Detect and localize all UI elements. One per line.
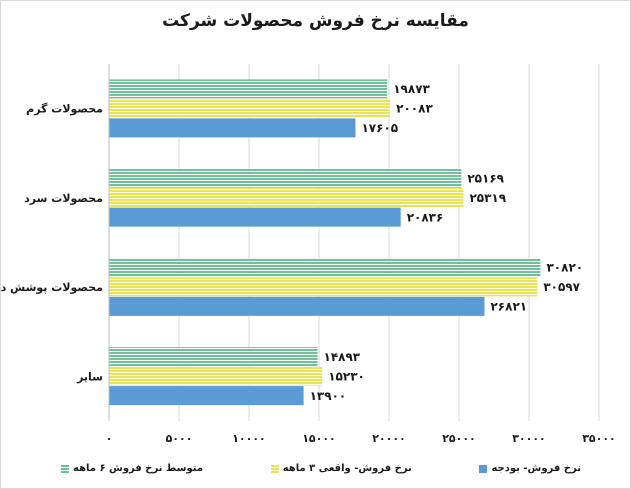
bar bbox=[109, 118, 356, 138]
bar bbox=[109, 98, 391, 118]
bar bbox=[109, 207, 401, 227]
data-label: ۱۵۲۳۰ bbox=[328, 369, 365, 383]
data-label: ۱۴۸۹۳ bbox=[324, 350, 361, 364]
bar bbox=[109, 347, 318, 367]
bars: ۱۹۸۷۳ ۲۰۰۸۳ ۱۷۶۰۵ ۲۵۱۶۹ ۲۵۳۱۹ ۲۰۸۳۶ ۳۰۸۲۰ ۳۰۵۹۷… bbox=[109, 79, 583, 406]
legend-swatch bbox=[479, 464, 488, 473]
bar bbox=[109, 386, 304, 406]
category-label: سایر bbox=[76, 370, 103, 383]
bar bbox=[109, 257, 541, 277]
bar bbox=[109, 168, 462, 188]
axes: ۰ ۵۰۰۰ ۱۰۰۰۰ ۱۵۰۰۰ ۲۰۰۰۰ ۲۵۰۰۰ ۳۰۰۰۰ ۳۵۰۰۰ محصول… bbox=[1, 64, 616, 445]
x-tick-label: ۱۵۰۰۰ bbox=[302, 432, 336, 445]
category-label: محصولات گرم bbox=[26, 103, 103, 116]
bar bbox=[109, 79, 388, 99]
bar bbox=[109, 296, 485, 316]
bar bbox=[109, 366, 323, 386]
x-tick-label: ۱۰۰۰۰ bbox=[232, 432, 266, 445]
legend-label: نرخ فروش- واقعی ۳ ماهه bbox=[282, 463, 412, 474]
x-tick-label: ۵۰۰۰ bbox=[166, 432, 193, 445]
category-label: محصولات پوشش دار bbox=[1, 281, 103, 294]
data-label: ۳۰۸۲۰ bbox=[546, 261, 583, 275]
legend-swatch bbox=[270, 464, 279, 473]
chart-title: مقایسه نرخ فروش محصولات شرکت bbox=[162, 11, 469, 31]
x-tick-label: ۲۰۰۰۰ bbox=[372, 432, 406, 445]
x-tick-label: ۳۵۰۰۰ bbox=[582, 432, 616, 445]
bar bbox=[109, 188, 464, 208]
x-tick-label: ۲۵۰۰۰ bbox=[442, 432, 476, 445]
legend: نرخ فروش- بودجه نرخ فروش- واقعی ۳ ماهه متو… bbox=[61, 463, 581, 474]
data-label: ۲۵۳۱۹ bbox=[469, 191, 506, 205]
data-label: ۱۹۸۷۳ bbox=[393, 82, 430, 96]
category-label: محصولات سرد bbox=[24, 192, 103, 205]
data-label: ۳۰۵۹۷ bbox=[543, 280, 580, 294]
data-label: ۱۷۶۰۵ bbox=[361, 121, 398, 135]
data-label: ۲۶۸۲۱ bbox=[490, 300, 527, 314]
legend-label: نرخ فروش- بودجه bbox=[491, 463, 581, 474]
legend-item: متوسط نرخ فروش ۶ ماهه bbox=[61, 463, 203, 474]
legend-swatch bbox=[61, 464, 69, 473]
data-label: ۲۵۱۶۹ bbox=[467, 171, 504, 185]
data-label: ۱۳۹۰۰ bbox=[310, 389, 347, 403]
bar bbox=[109, 277, 538, 297]
legend-item: نرخ فروش- بودجه bbox=[479, 463, 581, 474]
legend-label: متوسط نرخ فروش ۶ ماهه bbox=[73, 463, 204, 474]
x-tick-label: ۰ bbox=[106, 432, 113, 445]
data-label: ۲۰۰۸۳ bbox=[396, 102, 433, 116]
data-label: ۲۰۸۳۶ bbox=[407, 210, 444, 224]
legend-item: نرخ فروش- واقعی ۳ ماهه bbox=[270, 463, 412, 474]
x-tick-label: ۳۰۰۰۰ bbox=[512, 432, 546, 445]
